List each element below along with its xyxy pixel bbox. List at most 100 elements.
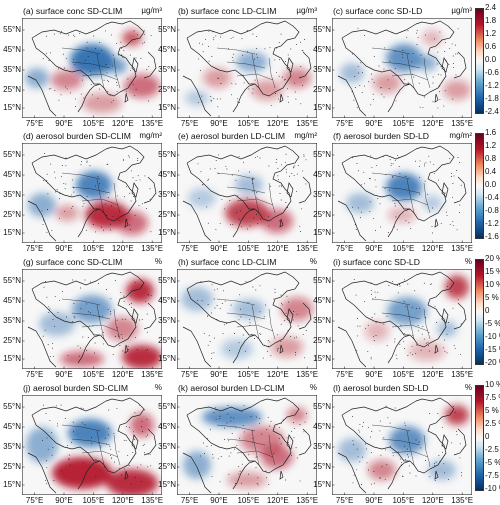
lat-tick-label: 25°N	[158, 336, 176, 345]
anomaly-positive	[106, 317, 138, 341]
map-panel	[22, 143, 162, 243]
lat-tick-label: 45°N	[158, 422, 176, 431]
anomaly-negative	[183, 451, 211, 479]
province-boundary	[61, 172, 121, 214]
anomaly-positive	[422, 30, 442, 46]
province-boundary	[61, 424, 121, 466]
panel-title: (h) surface conc LD-CLIM	[178, 257, 277, 267]
colorbar-tick-label: -2.4	[485, 107, 499, 116]
colorbar-tick-label: -0.4	[485, 193, 499, 202]
unit-label: mg/m²	[294, 131, 317, 140]
significance-stipple	[352, 405, 463, 485]
lon-tick-label: 105°E	[82, 119, 105, 128]
coastline	[27, 200, 57, 242]
lon-tick-label: 90°E	[210, 244, 228, 253]
lat-tick-label: 35°N	[313, 316, 331, 325]
anomaly-positive	[52, 457, 112, 489]
province-boundary	[61, 47, 121, 89]
lon-tick-label: 105°E	[392, 244, 415, 253]
map-plot	[22, 395, 162, 495]
significance-stipple	[197, 29, 306, 108]
lon-tick-label: 90°E	[365, 370, 383, 379]
colorbar-tick-label: 15 %	[485, 267, 500, 276]
map-panel	[22, 18, 162, 118]
anomaly-positive	[365, 321, 389, 341]
province-boundary	[61, 298, 121, 340]
coastline	[286, 308, 294, 324]
lon-tick-label: 75°E	[25, 244, 44, 253]
colorbar-tick-label: 1.2	[485, 29, 497, 38]
province-boundary	[216, 298, 276, 340]
lat-tick-label: 45°N	[313, 296, 331, 305]
colorbar-tick-label: -10 %	[485, 484, 500, 493]
colorbar-tick-label: 7.5 %	[485, 393, 500, 402]
map-plot	[177, 143, 317, 243]
lat-tick-label: 15°N	[158, 103, 176, 112]
anomaly-positive	[445, 275, 469, 299]
coastline	[441, 182, 449, 198]
lon-tick-label: 90°E	[365, 119, 383, 128]
panel-title: (f) aerosol burden SD-LD	[333, 131, 430, 141]
coastline	[387, 397, 455, 490]
anomaly-negative	[188, 188, 216, 208]
map-plot	[332, 18, 472, 118]
significance-stipple	[41, 153, 152, 233]
map-plot	[177, 18, 317, 118]
coastline	[441, 308, 449, 324]
lat-tick-label: 25°N	[3, 85, 21, 94]
map-frame	[22, 18, 162, 118]
anomaly-positive	[203, 68, 231, 88]
anomaly-negative	[185, 90, 209, 106]
anomaly-positive	[126, 279, 154, 303]
lon-tick-label: 120°E	[266, 370, 289, 379]
map-frame	[177, 395, 317, 495]
lat-tick-label: 45°N	[313, 170, 331, 179]
colorbar-tick-label: 5 %	[485, 406, 499, 415]
unit-label: µg/m³	[141, 6, 162, 15]
lon-tick-label: 75°E	[335, 119, 354, 128]
coastline	[77, 397, 145, 490]
map-frame	[332, 269, 472, 369]
anomaly-negative	[25, 68, 49, 88]
lat-tick-label: 55°N	[313, 25, 331, 34]
map-panel	[332, 18, 472, 118]
map-plot	[22, 18, 162, 118]
coastline	[232, 397, 300, 490]
map-panel	[177, 143, 317, 243]
coastline	[298, 176, 312, 204]
lon-tick-label: 135°E	[296, 370, 319, 379]
unit-label: %	[464, 383, 472, 392]
coastline	[124, 218, 129, 228]
coastline	[182, 452, 212, 494]
lon-tick-label: 120°E	[421, 119, 444, 128]
colorbar-tick-label: 0.0	[485, 55, 497, 64]
anomaly-negative	[221, 339, 253, 359]
lat-tick-label: 45°N	[3, 422, 21, 431]
anomaly-positive	[122, 345, 162, 369]
lon-tick-label: 105°E	[237, 244, 260, 253]
lat-tick-label: 45°N	[3, 45, 21, 54]
anomaly-negative	[76, 171, 112, 199]
coastline	[143, 176, 157, 204]
lat-tick-label: 15°N	[3, 480, 21, 489]
lat-tick-label: 55°N	[3, 150, 21, 159]
coastline	[341, 400, 417, 462]
map-panel	[332, 143, 472, 243]
coastline	[232, 20, 300, 113]
unit-label: %	[464, 257, 472, 266]
map-panel	[332, 395, 472, 495]
province-boundary	[216, 424, 276, 466]
coastline	[31, 23, 107, 85]
anomaly-positive	[261, 209, 293, 233]
map-panel	[177, 269, 317, 369]
province-boundary	[371, 172, 431, 214]
lat-tick-label: 55°N	[3, 276, 21, 285]
lat-tick-label: 25°N	[3, 336, 21, 345]
coastline	[434, 470, 439, 480]
significance-stipple	[353, 279, 462, 360]
lon-tick-label: 90°E	[210, 370, 228, 379]
lat-tick-label: 45°N	[3, 296, 21, 305]
anomaly-positive	[60, 351, 104, 367]
lat-tick-label: 35°N	[3, 190, 21, 199]
lat-tick-label: 25°N	[158, 210, 176, 219]
